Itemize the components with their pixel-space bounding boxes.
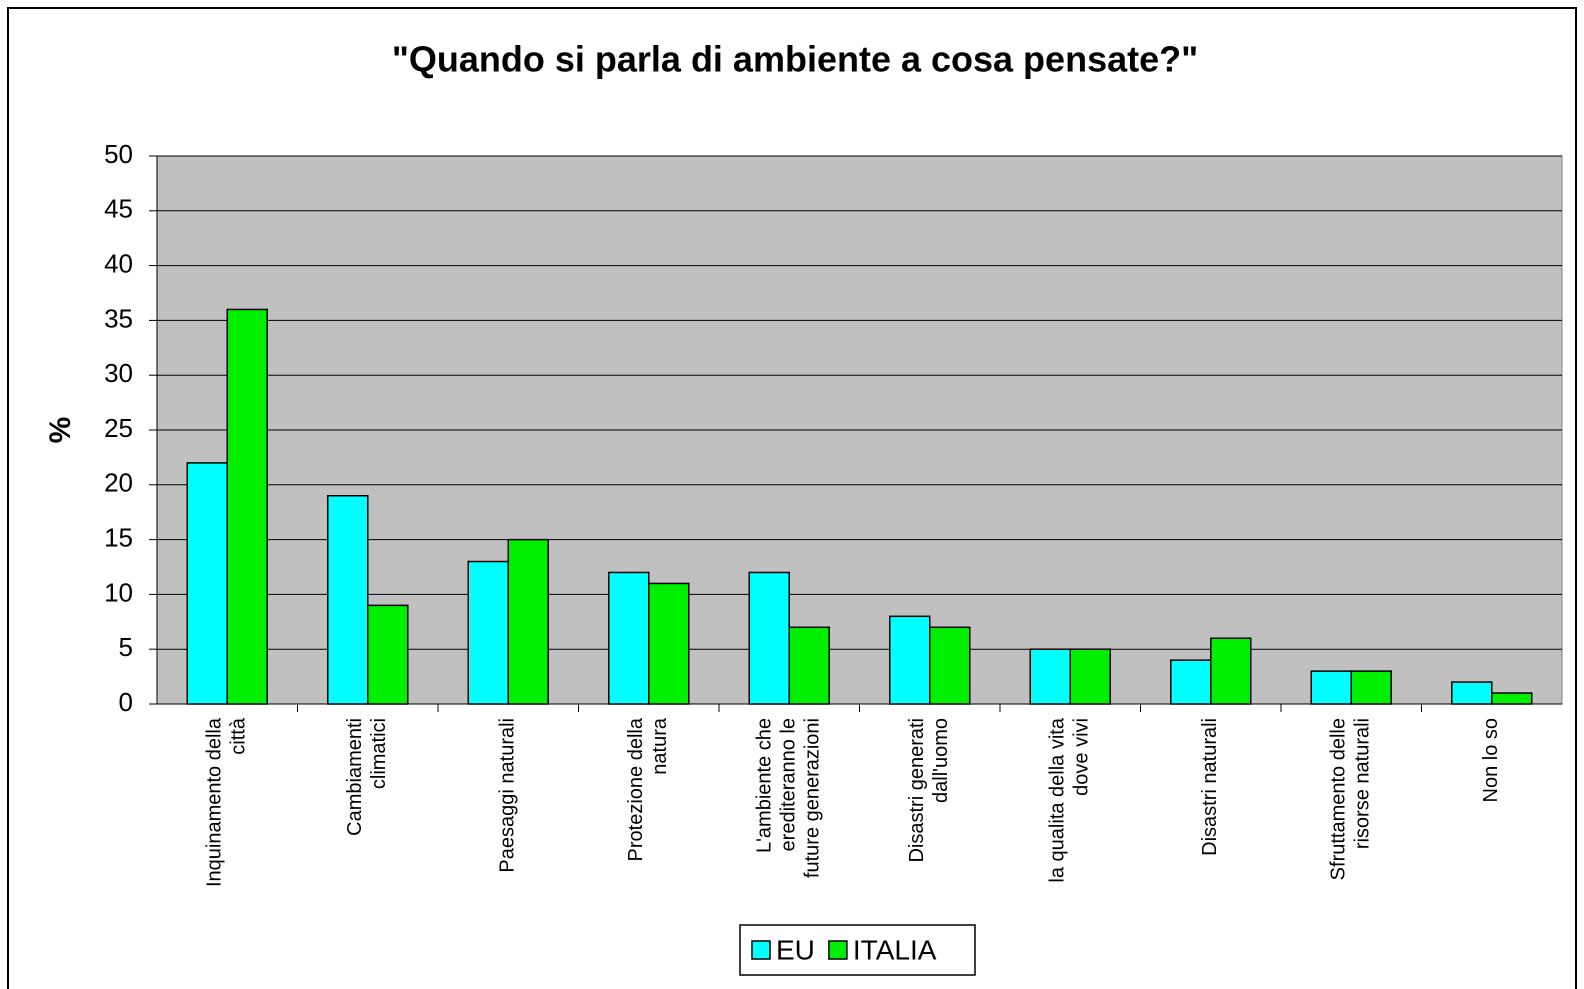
x-tick-label: Non lo so xyxy=(1480,718,1502,803)
x-tick-label: Paesaggi naturali xyxy=(497,718,519,873)
bar xyxy=(889,615,931,705)
x-tick-label: Inquinamento della città xyxy=(204,717,250,887)
y-tick-label: 45 xyxy=(104,194,133,224)
x-tick-label: Protezione della natura xyxy=(625,717,671,861)
y-tick-label: 50 xyxy=(104,139,133,169)
x-tick-label: Cambiamenti climatici xyxy=(344,718,390,836)
bar xyxy=(1451,681,1493,705)
legend-label: EU xyxy=(776,934,815,965)
x-tick-label: Sfruttamento delle risorse naturali xyxy=(1328,718,1374,880)
x-tick-label: la qualita della vita dove vivi xyxy=(1047,717,1093,882)
bar xyxy=(1029,648,1071,705)
bar xyxy=(186,462,228,705)
legend-label: ITALIA xyxy=(853,934,937,965)
legend-swatch xyxy=(828,940,848,960)
y-tick-label: 30 xyxy=(104,358,133,388)
y-tick-label: 0 xyxy=(119,687,133,717)
x-tick-label: L'ambiente che erediteranno le future gene… xyxy=(754,718,824,878)
bar xyxy=(788,626,830,705)
bar xyxy=(748,571,790,705)
y-tick-label: 20 xyxy=(104,468,133,498)
bar xyxy=(1491,692,1533,705)
bar xyxy=(1210,637,1252,705)
bar xyxy=(1310,670,1352,705)
bar xyxy=(1170,659,1212,705)
chart-title: "Quando si parla di ambiente a cosa pens… xyxy=(392,39,1198,80)
bar xyxy=(648,582,690,705)
bar xyxy=(226,308,268,705)
y-tick-label: 35 xyxy=(104,303,133,333)
bar xyxy=(1069,648,1111,705)
legend-swatch xyxy=(751,940,771,960)
y-axis-label: % xyxy=(44,417,77,444)
bar xyxy=(929,626,971,705)
bar xyxy=(507,538,549,705)
y-tick-label: 40 xyxy=(104,248,133,278)
y-tick-label: 5 xyxy=(119,632,133,662)
bar xyxy=(1350,670,1392,705)
x-tick-label: Disastri generati dall'uomo xyxy=(906,718,952,863)
legend-box xyxy=(739,924,976,976)
bar xyxy=(367,604,409,705)
y-tick-label: 25 xyxy=(104,413,133,443)
bar xyxy=(608,571,650,705)
y-tick-label: 10 xyxy=(104,577,133,607)
bar xyxy=(327,495,369,705)
y-tick-label: 15 xyxy=(104,522,133,552)
bar xyxy=(467,560,509,705)
x-tick-label: Disastri naturali xyxy=(1199,718,1221,856)
